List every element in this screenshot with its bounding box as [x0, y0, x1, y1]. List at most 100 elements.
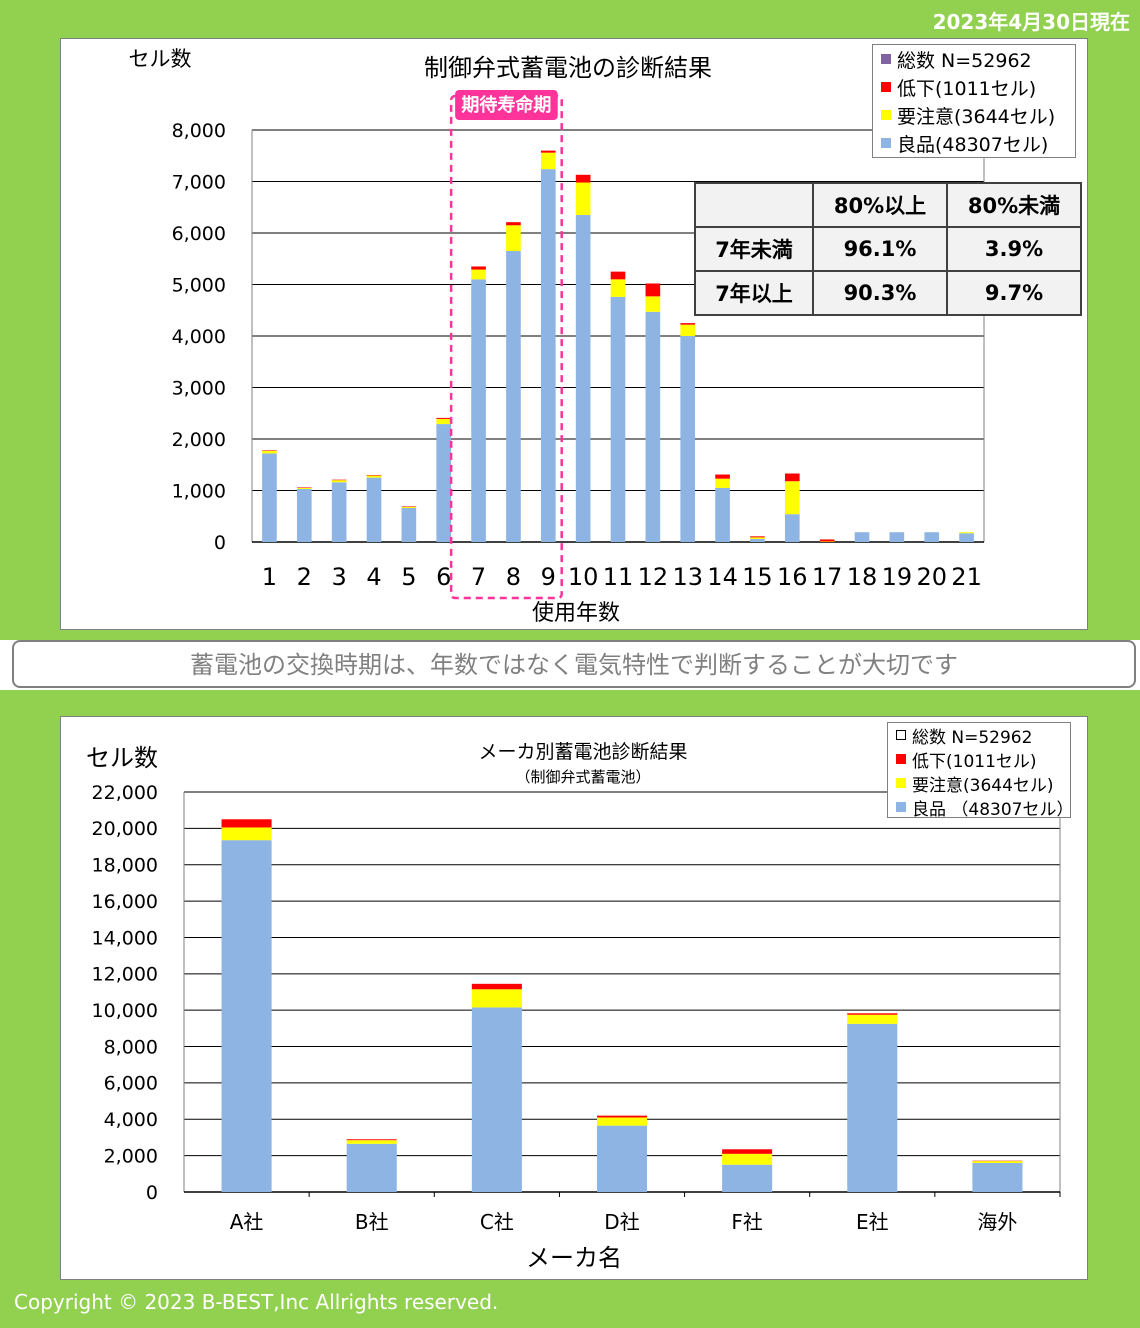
y-tick-label: 7,000 — [172, 171, 226, 193]
y-axis-title: セル数 — [86, 744, 158, 772]
bar-segment — [645, 311, 661, 542]
bar-segment — [346, 1139, 397, 1141]
x-tick-label: 海外 — [977, 1210, 1017, 1234]
table-row: 7年以上 90.3% 9.7% — [694, 270, 1082, 316]
bar-segment — [436, 424, 452, 542]
y-tick-label: 14,000 — [92, 927, 158, 949]
bar-segment — [436, 418, 452, 425]
bar-segment — [262, 453, 277, 542]
bar-segment — [610, 296, 626, 542]
x-tick-label: D社 — [604, 1210, 639, 1234]
table-header-above: 80%以上 — [812, 182, 948, 228]
bar-segment — [366, 475, 382, 476]
y-tick-label: 4,000 — [104, 1109, 158, 1131]
bar-segment — [221, 819, 272, 828]
bar-segment — [750, 538, 765, 542]
bar-segment — [596, 1125, 648, 1192]
legend-label-good: 良品 （48307セル） — [912, 799, 1074, 820]
bar-segment — [889, 532, 905, 542]
y-tick-label: 8,000 — [104, 1036, 158, 1058]
x-tick-label: 12 — [638, 563, 669, 591]
x-tick-label: C社 — [480, 1210, 514, 1234]
bar-segment — [847, 1023, 898, 1192]
legend-swatch-caution — [896, 778, 906, 788]
bar-segment — [540, 150, 556, 153]
bar-segment — [722, 1164, 773, 1192]
bar-segment — [924, 532, 940, 542]
y-tick-label: 6,000 — [104, 1073, 158, 1095]
bar-segment — [471, 983, 522, 990]
bar-segment — [847, 1014, 898, 1024]
y-tick-label: 22,000 — [92, 782, 158, 804]
bar-segment — [680, 324, 696, 336]
y-tick-label: 0 — [146, 1182, 158, 1204]
y-tick-label: 10,000 — [92, 1000, 158, 1022]
legend-maker: 総数 N=52962 低下(1011セル) 要注意(3644セル) 良品 （48… — [887, 722, 1074, 820]
x-tick-label: 3 — [332, 563, 347, 591]
bar-segment — [506, 222, 521, 226]
table-row-label: 7年未満 — [694, 226, 814, 272]
legend-label-low: 低下(1011セル) — [897, 77, 1037, 100]
y-tick-label: 16,000 — [92, 891, 158, 913]
x-axis-title: メーカ名 — [526, 1244, 622, 1272]
y-tick-label: 5,000 — [172, 274, 226, 296]
bar-segment — [331, 479, 347, 481]
x-tick-label: 7 — [471, 563, 486, 591]
x-tick-label: 4 — [366, 563, 381, 591]
bar-segment — [784, 481, 800, 515]
bar-segment — [784, 473, 800, 482]
legend-label-total: 総数 N=52962 — [912, 727, 1033, 748]
bar-segment — [972, 1162, 1023, 1192]
bar-segment — [221, 840, 272, 1192]
x-tick-label: 15 — [742, 563, 773, 591]
y-axis-title: セル数 — [129, 47, 192, 71]
bar-segment — [401, 508, 417, 542]
green-frame-right — [1088, 0, 1140, 640]
table-header-empty — [694, 182, 814, 228]
y-tick-label: 1,000 — [172, 480, 226, 502]
x-tick-label: E社 — [856, 1210, 889, 1234]
bar-segment — [610, 279, 626, 297]
x-tick-label: 5 — [401, 563, 416, 591]
y-tick-label: 0 — [214, 532, 226, 554]
x-tick-label: 1 — [262, 563, 277, 591]
bar-segment — [296, 488, 312, 542]
bar-segment — [331, 482, 347, 542]
bar-segment — [715, 487, 730, 542]
bar-segment — [722, 1153, 773, 1165]
legend-label-caution: 要注意(3644セル) — [897, 105, 1056, 128]
y-tick-label: 6,000 — [172, 223, 226, 245]
legend-age: 総数 N=52962 低下(1011セル) 要注意(3644セル) 良品(483… — [872, 44, 1076, 158]
bar-segment — [471, 266, 486, 270]
legend-label-caution: 要注意(3644セル) — [912, 775, 1054, 796]
bar-segment — [401, 506, 417, 509]
legend-swatch-total — [896, 730, 906, 740]
bar-segment — [506, 251, 521, 542]
bar-segment — [722, 1149, 773, 1154]
chart-title: 制御弁式蓄電池の診断結果 — [424, 54, 712, 82]
bar-segment — [750, 537, 765, 539]
x-tick-label: 17 — [812, 563, 843, 591]
y-tick-label: 4,000 — [172, 326, 226, 348]
bar-segment — [506, 225, 521, 252]
bar-segment — [784, 514, 800, 542]
green-frame-left — [0, 0, 60, 640]
y-tick-label: 2,000 — [104, 1145, 158, 1167]
green-frame-mid — [0, 630, 1140, 640]
table-row-label: 7年以上 — [694, 270, 814, 316]
chart-title: メーカ別蓄電池診断結果 — [478, 741, 687, 763]
bar-segment — [471, 1007, 522, 1192]
bar-segment — [221, 827, 272, 841]
table-header-row: 80%以上 80%未満 — [694, 182, 1082, 228]
date-label: 2023年4月30日現在 — [932, 10, 1130, 34]
legend-swatch-total — [881, 54, 891, 64]
bar-segment — [596, 1117, 648, 1126]
bar-segment — [540, 169, 556, 542]
bar-segment — [262, 450, 277, 451]
expected-life-label-bg — [455, 90, 558, 120]
x-tick-label: 2 — [297, 563, 312, 591]
bar-segment — [959, 533, 974, 542]
bar-segment — [645, 283, 661, 297]
x-tick-label: 19 — [882, 563, 913, 591]
bar-segment — [575, 174, 591, 183]
